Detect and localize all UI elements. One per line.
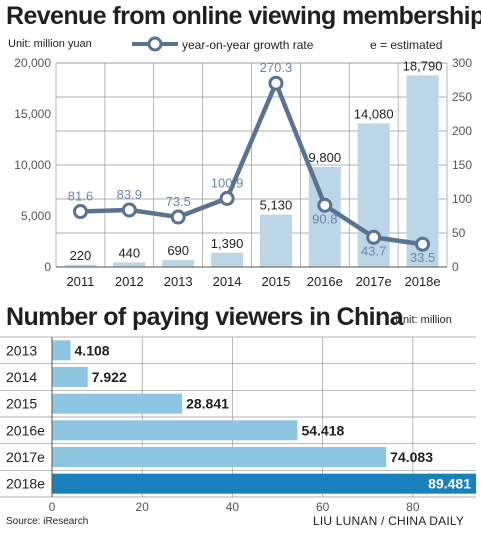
bar-value-label: 9,800: [309, 150, 342, 165]
bar-value-label: 89.481: [428, 476, 471, 492]
x-tick-label: 2012: [115, 274, 144, 289]
growth-rate-point: [219, 190, 235, 206]
x-tick-label: 0: [49, 500, 56, 514]
growth-rate-point: [268, 75, 284, 91]
credit-line: LIU LUNAN / CHINA DAILY: [313, 514, 465, 528]
growth-rate-label: 33.5: [410, 250, 435, 265]
chart-title-revenue: Revenue from online viewing memberships: [6, 2, 481, 30]
x-tick-label: 2013: [164, 274, 193, 289]
bar-revenue-2013: [162, 259, 195, 267]
x-tick-label: 2018e: [404, 274, 440, 289]
legend-line-marker: [132, 36, 178, 52]
y-tick-right: 0: [452, 260, 459, 274]
bar-value-label: 18,790: [403, 58, 443, 73]
bar-value-label: 14,080: [354, 106, 394, 121]
growth-rate-label: 43.7: [361, 243, 386, 258]
x-tick-label: 2017e: [356, 274, 392, 289]
bar-revenue-2012: [113, 262, 146, 267]
estimated-note: e = estimated: [370, 38, 443, 52]
chart-title-paying-viewers: Number of paying viewers in China: [6, 303, 404, 331]
growth-rate-point: [72, 204, 88, 220]
x-tick-label: 2011: [66, 274, 94, 289]
y-tick-right: 150: [452, 158, 472, 172]
bar-revenue-2011: [64, 264, 97, 267]
bar-value-label: 1,390: [211, 236, 244, 251]
x-tick-label: 2014: [213, 274, 242, 289]
y-tick-right: 250: [452, 90, 472, 104]
x-tick-label: 2015: [261, 274, 290, 289]
bar-viewers-2014: [52, 367, 88, 387]
y-tick-left: 0: [44, 260, 51, 274]
y-tick-left: 20,000: [14, 56, 51, 70]
bar-viewers-2016e: [52, 420, 298, 441]
unit-note-viewers: Unit: million: [395, 314, 452, 326]
bar-value-label: 74.083: [390, 449, 433, 465]
bar-viewers-2015: [52, 393, 183, 414]
growth-rate-line: [80, 80, 423, 247]
bar-viewers-2017e: [52, 447, 387, 467]
legend-growth-rate: year-on-year growth rate: [182, 38, 314, 52]
y-tick-label: 2016e: [6, 422, 45, 438]
y-tick-right: 300: [452, 56, 472, 70]
growth-rate-label: 270.3: [260, 60, 293, 75]
growth-rate-point: [366, 229, 382, 245]
x-tick-label: 2016e: [307, 274, 343, 289]
bar-revenue-2018e: [406, 75, 439, 267]
revenue-combo-chart: 220 440 690 1,390 5,130 9,800 14,080 18,790 81.6…: [14, 56, 472, 289]
y-tick-label: 2014: [6, 369, 37, 385]
y-tick-label: 2018e: [6, 476, 45, 492]
bar-value-label: 5,130: [260, 198, 293, 213]
growth-rate-point: [317, 197, 333, 213]
y-tick-label: 2017e: [6, 449, 45, 465]
y-tick-right: 50: [452, 226, 466, 240]
x-tick-label: 20: [136, 500, 150, 514]
bar-value-label: 28.841: [186, 396, 229, 412]
y-tick-label: 2015: [6, 396, 37, 412]
y-tick-label: 2013: [6, 342, 37, 358]
growth-rate-point: [170, 209, 186, 225]
bar-value-label: 54.418: [301, 422, 344, 438]
unit-note-revenue: Unit: million yuan: [8, 38, 92, 50]
bar-value-label: 440: [118, 246, 140, 261]
bar-viewers-2013: [52, 340, 71, 361]
bar-value-label: 7.922: [92, 369, 127, 385]
x-tick-label: 60: [316, 500, 330, 514]
x-tick-label: 40: [226, 500, 240, 514]
bar-value-label: 4.108: [75, 342, 110, 358]
growth-rate-label: 100.9: [211, 175, 244, 190]
y-tick-right: 200: [452, 124, 472, 138]
bar-viewers-2018e: [52, 473, 476, 494]
x-tick-label: 80: [406, 500, 420, 514]
growth-rate-label: 90.8: [312, 211, 337, 226]
bar-revenue-2014: [211, 252, 244, 267]
y-tick-left: 15,000: [14, 107, 51, 121]
growth-rate-label: 83.9: [117, 187, 142, 202]
y-tick-left: 10,000: [14, 158, 51, 172]
growth-rate-label: 81.6: [68, 189, 93, 204]
growth-rate-point: [121, 202, 137, 218]
y-tick-left: 5,000: [21, 209, 51, 223]
bar-value-label: 690: [167, 243, 189, 258]
growth-rate-label: 73.5: [166, 194, 191, 209]
y-tick-right: 100: [452, 192, 472, 206]
bar-revenue-2015: [259, 214, 292, 267]
bar-value-label: 220: [70, 248, 92, 263]
source-note: Source: iResearch: [6, 516, 89, 527]
growth-rate-point: [415, 236, 431, 252]
